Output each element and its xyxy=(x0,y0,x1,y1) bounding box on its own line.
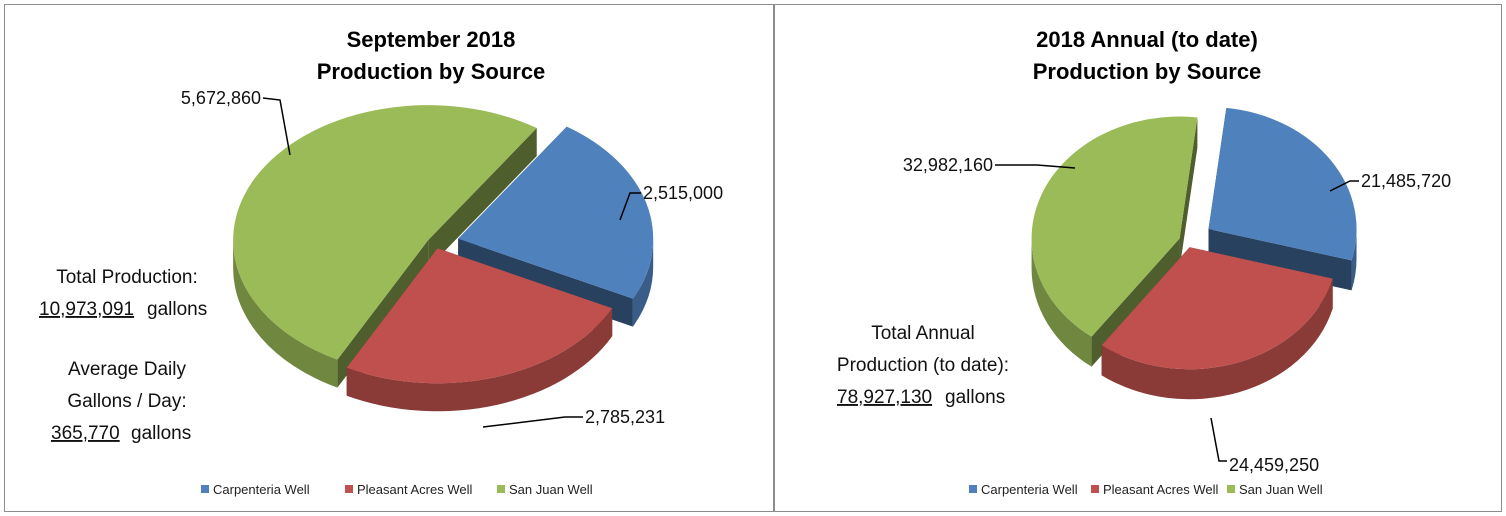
pie-side-carpenteria xyxy=(1351,228,1357,291)
legend-swatch-carpenteria xyxy=(969,485,977,493)
data-label-carpenteria: 2,515,000 xyxy=(643,183,723,203)
legend: Carpenteria Well Pleasant Acres Well San… xyxy=(969,482,1323,497)
legend-swatch-pleasant-acres xyxy=(345,485,353,493)
pie-slice-san-juan xyxy=(1031,116,1198,337)
pie-side-pleasant-acres xyxy=(346,308,613,412)
leader-line-san-juan xyxy=(995,164,1076,169)
total-production-value: 10,973,091 xyxy=(39,299,134,320)
total-annual-unit: gallons xyxy=(945,387,1005,408)
pie-slice-san-juan xyxy=(233,105,537,360)
total-annual-label: Total Annual xyxy=(871,323,975,344)
pie-slices xyxy=(1031,107,1357,400)
chart-panel-annual: 2018 Annual (to date) Production by Sour… xyxy=(774,4,1502,512)
legend-label-san-juan: San Juan Well xyxy=(1239,482,1323,497)
leader-line-carpenteria xyxy=(1329,180,1359,192)
pie-slice-carpenteria xyxy=(1208,107,1357,261)
pie-face-san-juan-1 xyxy=(1179,117,1198,269)
chart-panel-september: September 2018 Production by Source 5,67… xyxy=(4,4,774,512)
legend-swatch-pleasant-acres xyxy=(1091,485,1099,493)
total-production-unit: gallons xyxy=(147,299,207,320)
legend-label-san-juan: San Juan Well xyxy=(509,482,593,497)
legend-label-pleasant-acres: Pleasant Acres Well xyxy=(1103,482,1218,497)
pie-slice-pleasant-acres xyxy=(1101,247,1333,370)
pie-side-san-juan xyxy=(1031,238,1092,367)
legend: Carpenteria Well Pleasant Acres Well San… xyxy=(201,482,593,497)
leader-line-carpenteria xyxy=(619,192,641,221)
legend-label-carpenteria: Carpenteria Well xyxy=(213,482,310,497)
chart-title-line2: Production by Source xyxy=(1033,59,1262,84)
data-label-pleasant-acres: 2,785,231 xyxy=(585,407,665,427)
average-daily-value: 365,770 xyxy=(51,423,120,444)
chart-title-line2: Production by Source xyxy=(317,59,546,84)
total-annual-value: 78,927,130 xyxy=(837,387,932,408)
pie-slice-pleasant-acres xyxy=(346,248,613,384)
pie-slices xyxy=(233,105,654,412)
average-daily-unit: gallons xyxy=(131,423,191,444)
chart-title-line1: 2018 Annual (to date) xyxy=(1036,27,1258,52)
total-production-label: Total Production: xyxy=(56,267,198,288)
pie-side-carpenteria xyxy=(632,238,654,327)
chart-title-line1: September 2018 xyxy=(347,27,516,52)
pie-chart-september: September 2018 Production by Source 5,67… xyxy=(39,27,723,497)
pie-side-san-juan xyxy=(233,240,338,388)
data-label-carpenteria: 21,485,720 xyxy=(1361,171,1451,191)
data-label-san-juan: 32,982,160 xyxy=(903,155,993,175)
legend-label-pleasant-acres: Pleasant Acres Well xyxy=(357,482,472,497)
gallons-per-day-label: Gallons / Day: xyxy=(67,391,186,412)
production-to-date-label: Production (to date): xyxy=(837,355,1009,376)
legend-swatch-carpenteria xyxy=(201,485,209,493)
data-label-san-juan: 5,672,860 xyxy=(181,88,261,108)
pie-slice-carpenteria xyxy=(458,126,654,299)
pie-side-pleasant-acres xyxy=(1101,278,1333,400)
legend-swatch-san-juan xyxy=(1227,485,1235,493)
legend-swatch-san-juan xyxy=(497,485,505,493)
leader-line-pleasant-acres xyxy=(482,416,583,428)
average-daily-label: Average Daily xyxy=(68,359,186,380)
data-label-pleasant-acres: 24,459,250 xyxy=(1229,455,1319,475)
leader-line-pleasant-acres xyxy=(1210,417,1227,462)
leader-line-san-juan xyxy=(262,97,291,156)
pie-chart-annual: 2018 Annual (to date) Production by Sour… xyxy=(837,27,1451,497)
pie-face-san-juan-1 xyxy=(428,128,537,269)
legend-label-carpenteria: Carpenteria Well xyxy=(981,482,1078,497)
